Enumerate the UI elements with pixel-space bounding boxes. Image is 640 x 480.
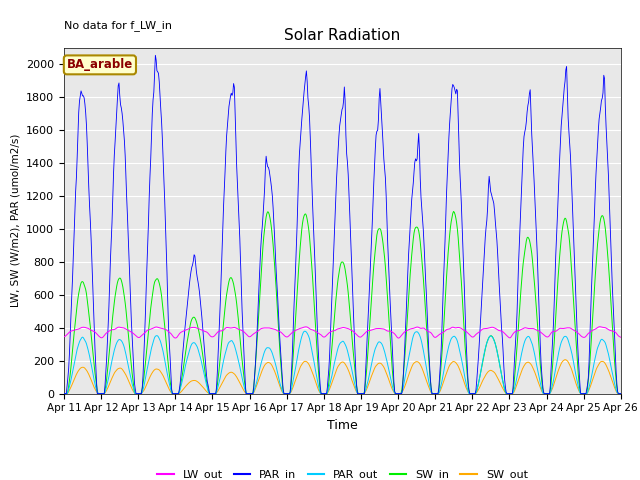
PAR_out — [411, 330, 419, 336]
PAR_in — [412, 156, 419, 162]
PAR_out — [617, 391, 625, 396]
LW_out — [70, 327, 78, 333]
Line: PAR_out: PAR_out — [64, 331, 621, 394]
PAR_out — [428, 388, 435, 394]
SW_in — [127, 363, 135, 369]
PAR_in — [70, 228, 78, 234]
LW_out — [428, 330, 435, 336]
PAR_out — [70, 361, 78, 367]
Y-axis label: LW, SW (W/m2), PAR (umol/m2/s): LW, SW (W/m2), PAR (umol/m2/s) — [11, 134, 20, 308]
Text: BA_arable: BA_arable — [67, 59, 133, 72]
LW_out — [411, 325, 419, 331]
LW_out — [596, 324, 604, 330]
SW_out — [184, 381, 192, 387]
SW_in — [617, 391, 625, 396]
SW_out — [127, 384, 135, 390]
SW_out — [561, 357, 569, 362]
PAR_out — [214, 386, 221, 392]
PAR_in — [127, 319, 135, 324]
PAR_out — [184, 353, 192, 359]
SW_in — [70, 331, 78, 337]
Legend: LW_out, PAR_in, PAR_out, SW_in, SW_out: LW_out, PAR_in, PAR_out, SW_in, SW_out — [152, 465, 532, 480]
Line: SW_out: SW_out — [64, 360, 621, 394]
LW_out — [127, 329, 135, 335]
PAR_in — [428, 391, 436, 396]
PAR_out — [127, 378, 135, 384]
SW_in — [410, 230, 418, 236]
LW_out — [214, 330, 221, 336]
SW_in — [426, 377, 434, 383]
SW_in — [214, 382, 221, 388]
PAR_in — [185, 288, 193, 294]
PAR_in — [282, 391, 290, 396]
LW_out — [60, 334, 68, 340]
Line: PAR_in: PAR_in — [64, 55, 621, 394]
X-axis label: Time: Time — [327, 419, 358, 432]
LW_out — [395, 335, 403, 341]
SW_out — [426, 388, 434, 394]
SW_out — [617, 391, 625, 396]
LW_out — [184, 326, 192, 332]
PAR_in — [214, 352, 222, 358]
Line: LW_out: LW_out — [64, 327, 621, 338]
PAR_out — [60, 391, 68, 396]
Title: Solar Radiation: Solar Radiation — [284, 28, 401, 43]
PAR_out — [301, 328, 308, 334]
SW_out — [70, 377, 78, 383]
SW_out — [214, 389, 221, 395]
SW_in — [450, 209, 458, 215]
Text: No data for f_LW_in: No data for f_LW_in — [64, 20, 172, 31]
PAR_in — [152, 52, 159, 58]
SW_out — [60, 391, 68, 396]
PAR_in — [60, 391, 68, 396]
LW_out — [617, 335, 625, 340]
Line: SW_in: SW_in — [64, 212, 621, 394]
SW_out — [410, 360, 418, 366]
SW_in — [60, 391, 68, 396]
PAR_in — [617, 391, 625, 396]
SW_in — [184, 335, 192, 340]
